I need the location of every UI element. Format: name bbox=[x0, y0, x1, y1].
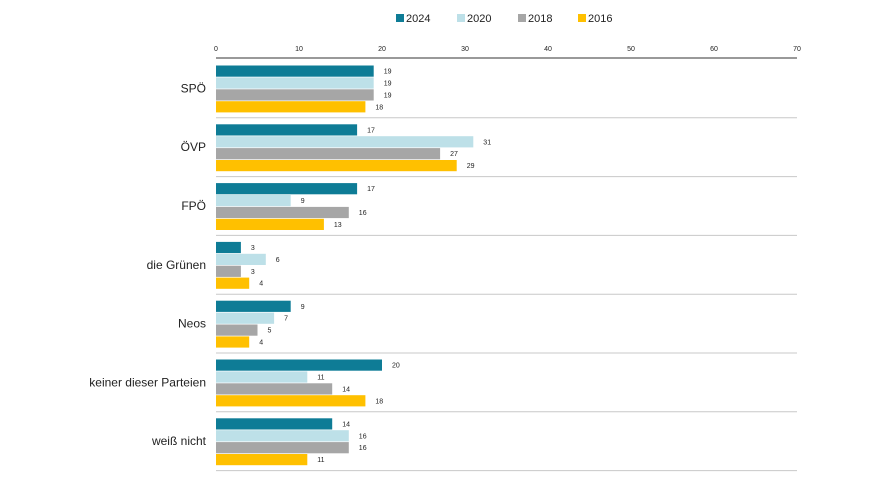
value-label-weiss-nicht-2024: 14 bbox=[342, 421, 350, 428]
value-label-oevp-2018: 27 bbox=[450, 151, 458, 158]
value-label-die-gruenen-2016: 4 bbox=[259, 281, 263, 288]
value-label-die-gruenen-2020: 6 bbox=[276, 257, 280, 264]
x-tick-label: 50 bbox=[627, 46, 635, 53]
value-label-spoe-2018: 19 bbox=[384, 92, 392, 99]
legend-swatch-2018 bbox=[518, 14, 526, 22]
x-tick-label: 20 bbox=[378, 46, 386, 53]
value-label-keiner-dieser-parteien-2018: 14 bbox=[342, 386, 350, 393]
legend-label-2018: 2018 bbox=[528, 13, 552, 25]
value-label-neos-2024: 9 bbox=[301, 304, 305, 311]
bar-neos-2020 bbox=[216, 312, 275, 324]
value-label-fpoe-2020: 9 bbox=[301, 198, 305, 205]
bar-weiss-nicht-2020 bbox=[216, 430, 349, 442]
x-tick-label: 10 bbox=[295, 46, 303, 53]
bar-keiner-dieser-parteien-2024 bbox=[216, 359, 382, 371]
value-label-spoe-2016: 18 bbox=[375, 104, 383, 111]
bar-spoe-2016 bbox=[216, 101, 366, 113]
bar-neos-2018 bbox=[216, 324, 258, 336]
x-axis: 0 10 20 30 40 50 60 70 bbox=[214, 46, 801, 59]
bar-spoe-2018 bbox=[216, 89, 374, 101]
value-label-die-gruenen-2024: 3 bbox=[251, 245, 255, 252]
value-label-weiss-nicht-2020: 16 bbox=[359, 433, 367, 440]
bar-die-gruenen-2016 bbox=[216, 277, 250, 289]
bar-fpoe-2018 bbox=[216, 206, 349, 219]
value-label-fpoe-2016: 13 bbox=[334, 222, 342, 229]
bar-neos-2016 bbox=[216, 336, 250, 348]
value-label-fpoe-2018: 16 bbox=[359, 210, 367, 217]
category-label-fpoe: FPÖ bbox=[181, 199, 206, 213]
bar-fpoe-2020 bbox=[216, 195, 291, 207]
bar-weiss-nicht-2024 bbox=[216, 418, 333, 430]
legend-item-2018: 2018 bbox=[518, 13, 552, 25]
bar-weiss-nicht-2016 bbox=[216, 454, 308, 466]
bar-neos-2024 bbox=[216, 300, 291, 312]
value-label-oevp-2016: 29 bbox=[467, 163, 475, 170]
value-label-spoe-2020: 19 bbox=[384, 81, 392, 88]
category-label-weiss-nicht: weiß nicht bbox=[151, 434, 207, 448]
value-label-keiner-dieser-parteien-2024: 20 bbox=[392, 363, 400, 370]
value-label-neos-2020: 7 bbox=[284, 316, 288, 323]
value-label-fpoe-2024: 17 bbox=[367, 186, 375, 193]
value-label-neos-2018: 5 bbox=[268, 328, 272, 335]
value-label-die-gruenen-2018: 3 bbox=[251, 269, 255, 276]
legend-swatch-2024 bbox=[396, 14, 404, 22]
category-label-die-gruenen: die Grünen bbox=[147, 258, 206, 272]
bar-fpoe-2024 bbox=[216, 183, 358, 195]
value-label-oevp-2024: 17 bbox=[367, 127, 375, 134]
bar-oevp-2018 bbox=[216, 148, 441, 160]
legend-label-2016: 2016 bbox=[588, 13, 612, 25]
category-label-spoe: SPÖ bbox=[181, 81, 206, 95]
value-labels: 1919191817312729179161336349754201114181… bbox=[251, 69, 491, 465]
legend-label-2024: 2024 bbox=[406, 13, 430, 25]
category-label-neos: Neos bbox=[178, 317, 206, 331]
bar-die-gruenen-2024 bbox=[216, 241, 241, 254]
x-tick-label: 60 bbox=[710, 46, 718, 53]
legend-swatch-2016 bbox=[578, 14, 586, 22]
value-label-spoe-2024: 19 bbox=[384, 69, 392, 76]
x-tick-label: 70 bbox=[793, 46, 801, 53]
legend-swatch-2020 bbox=[457, 14, 465, 22]
category-label-keiner-dieser-parteien: keiner dieser Parteien bbox=[89, 375, 206, 389]
bar-die-gruenen-2018 bbox=[216, 265, 241, 277]
value-label-neos-2016: 4 bbox=[259, 340, 263, 347]
legend-item-2016: 2016 bbox=[578, 13, 612, 25]
value-label-weiss-nicht-2018: 16 bbox=[359, 445, 367, 452]
bar-keiner-dieser-parteien-2016 bbox=[216, 395, 366, 407]
bar-fpoe-2016 bbox=[216, 218, 324, 230]
legend-label-2020: 2020 bbox=[467, 13, 491, 25]
value-label-keiner-dieser-parteien-2020: 11 bbox=[317, 375, 324, 382]
bar-keiner-dieser-parteien-2020 bbox=[216, 371, 308, 383]
bar-spoe-2020 bbox=[216, 77, 374, 89]
legend: 2024 2020 2018 2016 bbox=[396, 13, 612, 25]
value-label-weiss-nicht-2016: 11 bbox=[317, 457, 324, 464]
legend-item-2020: 2020 bbox=[457, 13, 491, 25]
bar-oevp-2016 bbox=[216, 160, 457, 172]
value-label-keiner-dieser-parteien-2016: 18 bbox=[375, 398, 383, 405]
x-tick-label: 40 bbox=[544, 46, 552, 53]
bar-die-gruenen-2020 bbox=[216, 253, 266, 265]
value-label-oevp-2020: 31 bbox=[483, 139, 491, 146]
x-tick-label: 0 bbox=[214, 46, 218, 53]
x-tick-label: 30 bbox=[461, 46, 469, 53]
category-separators bbox=[216, 117, 797, 472]
bar-keiner-dieser-parteien-2018 bbox=[216, 383, 333, 395]
bar-oevp-2020 bbox=[216, 136, 474, 148]
bar-oevp-2024 bbox=[216, 124, 358, 136]
category-label-oevp: ÖVP bbox=[181, 140, 206, 154]
bar-spoe-2024 bbox=[216, 65, 374, 77]
legend-item-2024: 2024 bbox=[396, 13, 430, 25]
bars bbox=[216, 65, 474, 466]
category-labels: SPÖ ÖVP FPÖ die Grünen Neos keiner dieser Par… bbox=[89, 81, 206, 448]
bar-weiss-nicht-2018 bbox=[216, 442, 349, 454]
